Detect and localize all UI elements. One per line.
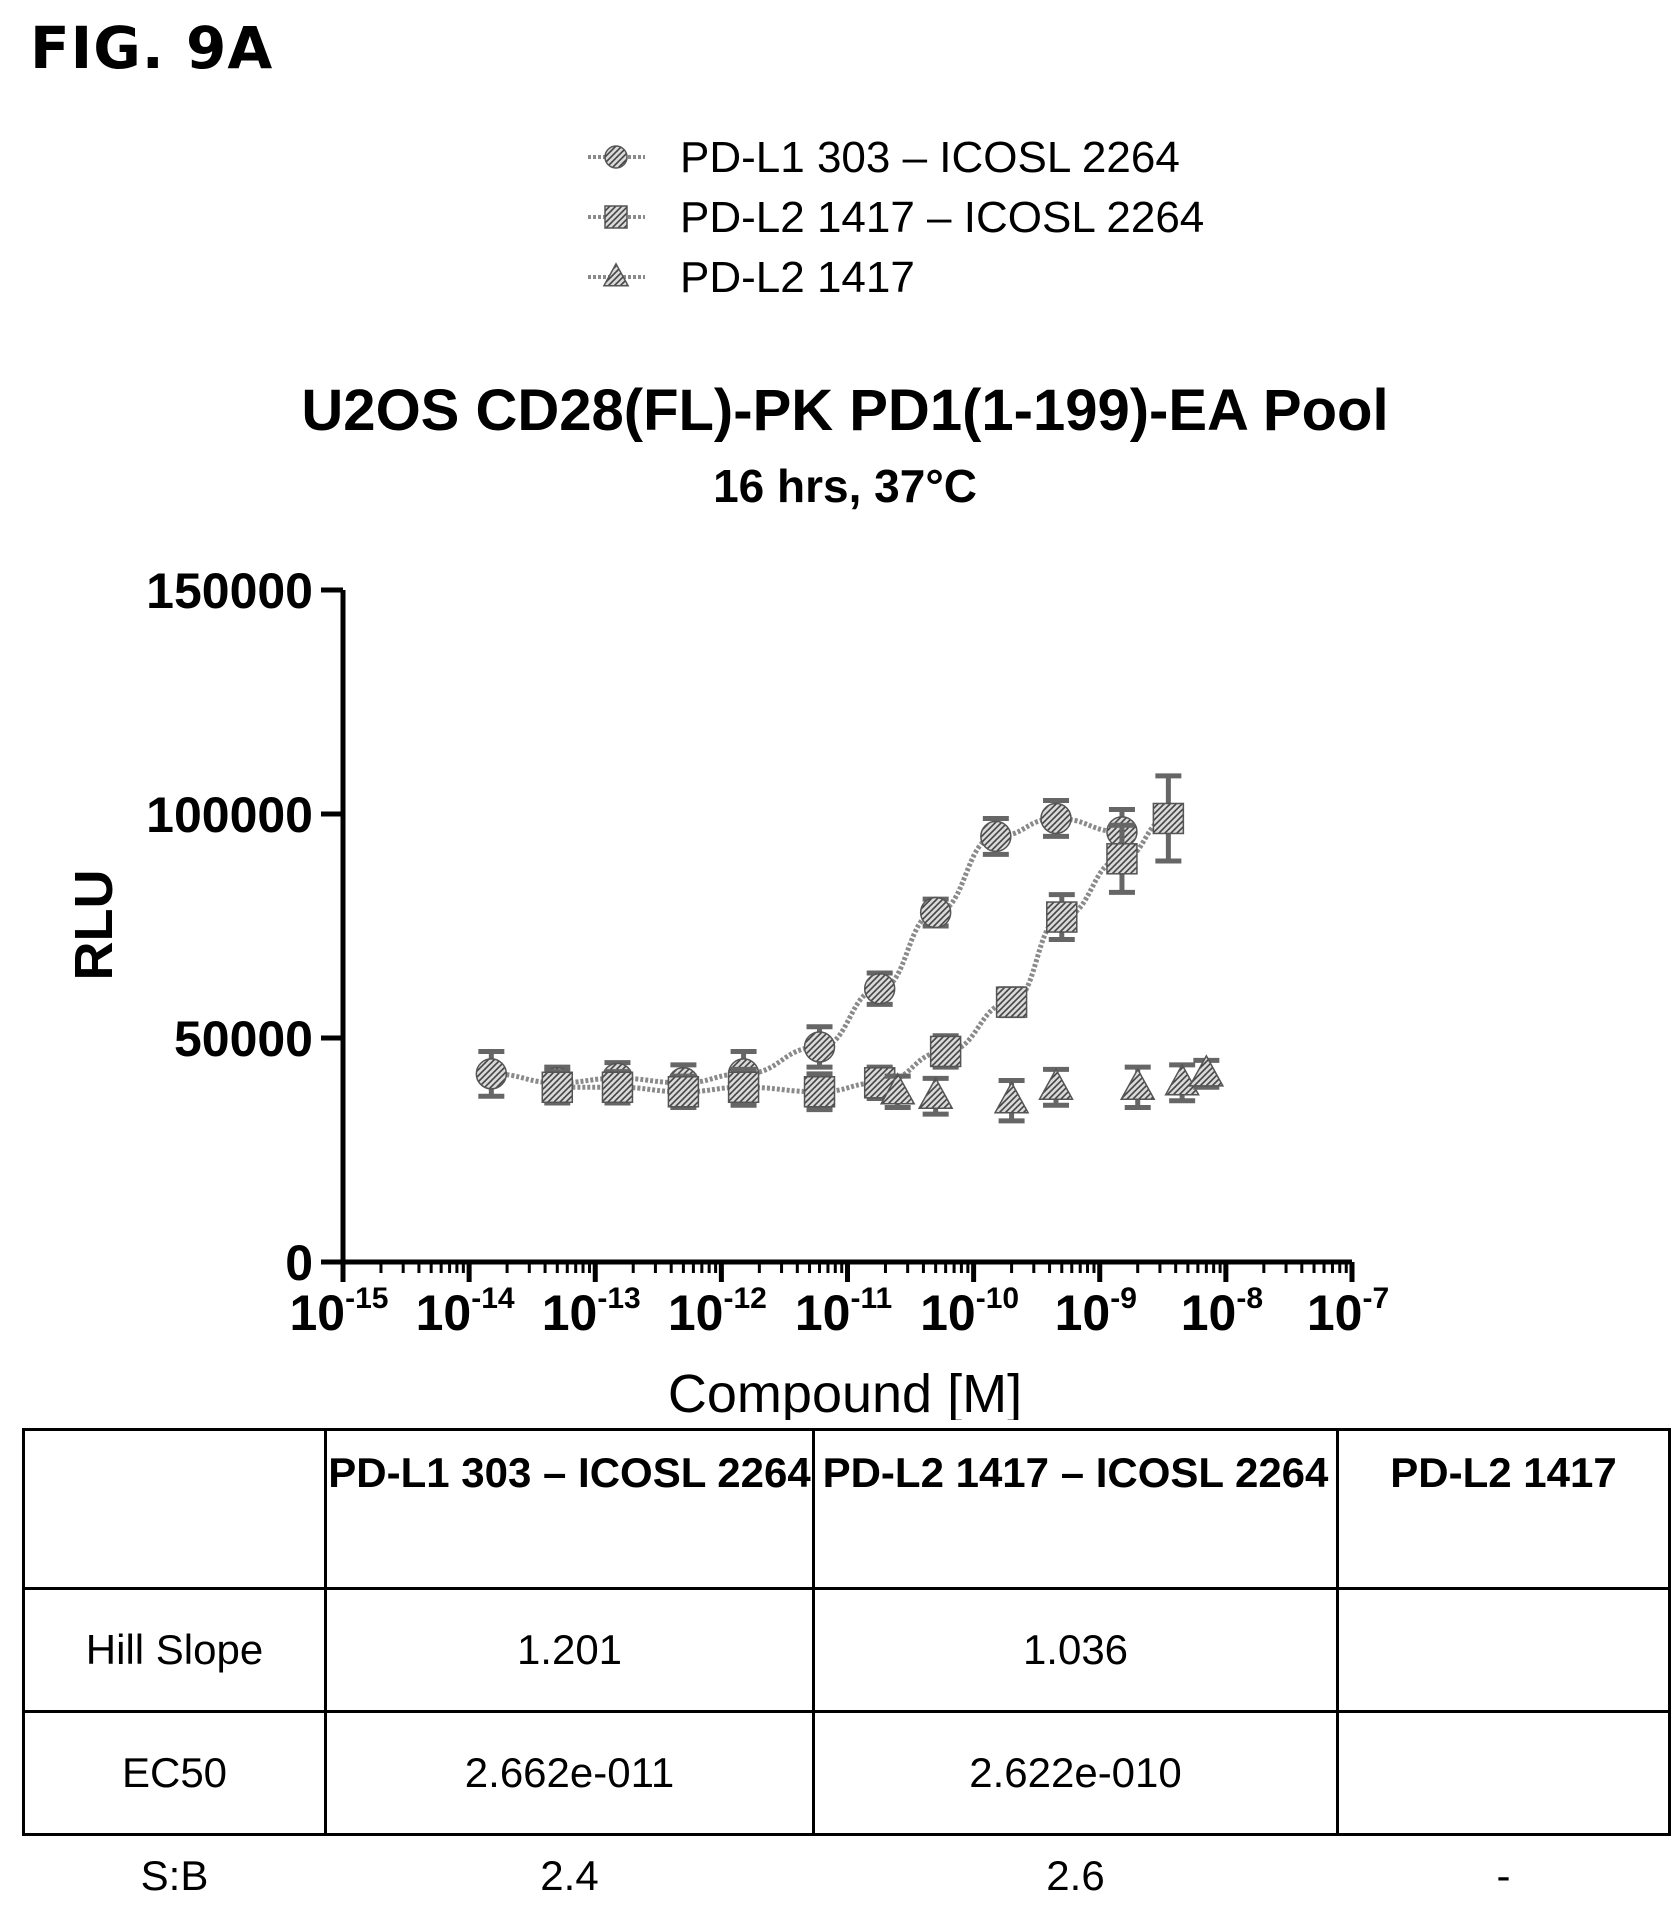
table-cell: - [1338,1835,1670,1916]
x-tick-label: 10-12 [668,1282,767,1341]
data-point [995,1083,1028,1113]
data-point [604,264,628,286]
x-tick-label: 10-9 [1055,1282,1137,1341]
data-point [1121,1069,1154,1099]
data-point [1107,844,1137,874]
y-tick-label: 150000 [146,563,313,619]
x-tick-label: 10-13 [542,1282,641,1341]
row-label: S:B [24,1835,326,1916]
data-point [919,1078,952,1108]
table-cell: 2.622e-010 [814,1712,1338,1835]
legend-label: PD-L1 303 – ICOSL 2264 [680,133,1180,182]
x-tick-label: 10-14 [416,1282,515,1341]
dose-response-chart: PD-L1 303 – ICOSL 2264 PD-L2 1417 – ICOSL… [0,0,1680,1420]
legend-label: PD-L2 1417 [680,253,915,302]
data-point [668,1077,698,1107]
table-header-cell: PD-L2 1417 [1338,1430,1670,1589]
x-axis-label: Compound [M] [668,1364,1022,1420]
data-point [1153,803,1183,833]
legend: PD-L1 303 – ICOSL 2264 PD-L2 1417 – ICOSL… [588,133,1204,302]
chart-subtitle: 16 hrs, 37°C [713,460,977,512]
table-row: EC50 2.662e-011 2.622e-010 [24,1712,1670,1835]
data-point [542,1072,572,1102]
data-point [602,1072,632,1102]
legend-item: PD-L2 1417 [588,253,915,302]
y-tick-label: 50000 [174,1011,313,1067]
data-point [805,1077,835,1107]
data-point [981,821,1011,851]
table-cell: 1.036 [814,1589,1338,1712]
data-point [931,1036,961,1066]
y-tick-label: 100000 [146,787,313,843]
y-tick-label: 0 [285,1235,313,1291]
x-tick-label: 10-8 [1181,1282,1263,1341]
table-header-row: PD-L1 303 – ICOSL 2264 PD-L2 1417 – ICOS… [24,1430,1670,1589]
x-tick-label: 10-10 [920,1282,1019,1341]
table-cell [1338,1589,1670,1712]
table-cell: 2.662e-011 [326,1712,814,1835]
table-header-cell: PD-L1 303 – ICOSL 2264 [326,1430,814,1589]
table-cell: 2.6 [814,1835,1338,1916]
x-tick-label: 10-7 [1307,1282,1389,1341]
data-point [805,1032,835,1062]
table-row: Hill Slope 1.201 1.036 [24,1589,1670,1712]
data-point [605,206,627,228]
plot-area: 0 50000 100000 150000 10-15 10-14 10-13 10-12 10… [146,563,1389,1341]
row-label: EC50 [24,1712,326,1835]
results-table: PD-L1 303 – ICOSL 2264 PD-L2 1417 – ICOS… [22,1428,1671,1916]
table-cell: 1.201 [326,1589,814,1712]
y-axis-label: RLU [64,870,124,981]
data-point [921,898,951,928]
data-point [605,146,627,168]
legend-item: PD-L2 1417 – ICOSL 2264 [588,193,1204,242]
legend-item: PD-L1 303 – ICOSL 2264 [588,133,1180,182]
data-point [997,987,1027,1017]
table-header-cell: PD-L2 1417 – ICOSL 2264 [814,1430,1338,1589]
series-group [542,776,1183,1110]
data-point [729,1072,759,1102]
series-layer [476,776,1223,1121]
fit-curve [557,818,1168,1091]
x-tick-label: 10-15 [290,1282,389,1341]
data-point [1047,902,1077,932]
data-point [476,1059,506,1089]
chart-title: U2OS CD28(FL)-PK PD1(1-199)-EA Pool [301,378,1388,443]
data-point [865,974,895,1004]
table-cell: 2.4 [326,1835,814,1916]
x-tick-label: 10-11 [795,1282,892,1341]
table-cell [1338,1712,1670,1835]
data-point [1041,803,1071,833]
row-label: Hill Slope [24,1589,326,1712]
legend-label: PD-L2 1417 – ICOSL 2264 [680,193,1204,242]
table-header-cell [24,1430,326,1589]
table-row: S:B 2.4 2.6 - [24,1835,1670,1916]
data-point [1040,1069,1073,1099]
